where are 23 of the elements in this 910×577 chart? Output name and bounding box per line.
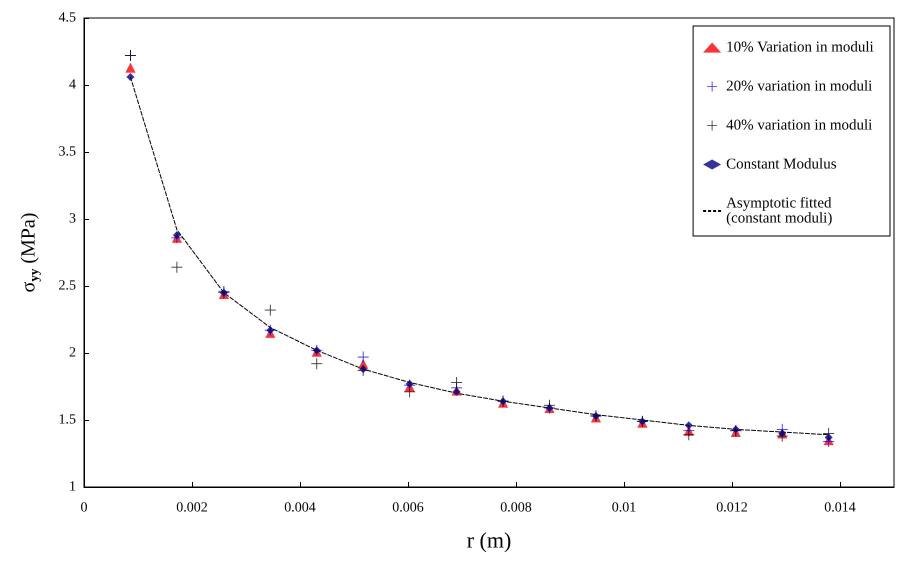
y-tick-label: 4.5	[58, 10, 76, 26]
x-tick-label: 0.01	[612, 500, 636, 516]
x-tick-label: 0.008	[500, 500, 532, 516]
legend-label: 20% variation in moduli	[726, 78, 872, 94]
y-tick-label: 2	[69, 346, 76, 360]
legend-label: 40% variation in moduli	[726, 118, 872, 134]
x-tick-label: 0.014	[824, 500, 856, 516]
x-tick-label: 0.012	[716, 500, 748, 516]
x-tick-label: 0.006	[392, 500, 424, 516]
x-tick-label: 0	[80, 500, 88, 516]
y-tick-label: 4	[69, 78, 76, 92]
y-tick-label: 2.5	[58, 278, 76, 294]
x-tick-label: 0.002	[176, 500, 208, 516]
y-tick-label: 1	[69, 480, 76, 494]
legend-label: 10% Variation in moduli	[726, 40, 874, 56]
legend-label: Constant Modulus	[726, 156, 837, 172]
x-axis-title: r (m)	[466, 528, 512, 552]
y-tick-label: 1.5	[58, 412, 76, 428]
legend-label: Asymptotic fitted (constant moduli)	[726, 196, 836, 226]
x-tick-label: 0.004	[284, 500, 316, 516]
y-tick-label: 3.5	[58, 144, 76, 160]
y-tick-label: 3	[69, 212, 76, 226]
y-axis-title: σyy (MPa)	[18, 212, 41, 292]
